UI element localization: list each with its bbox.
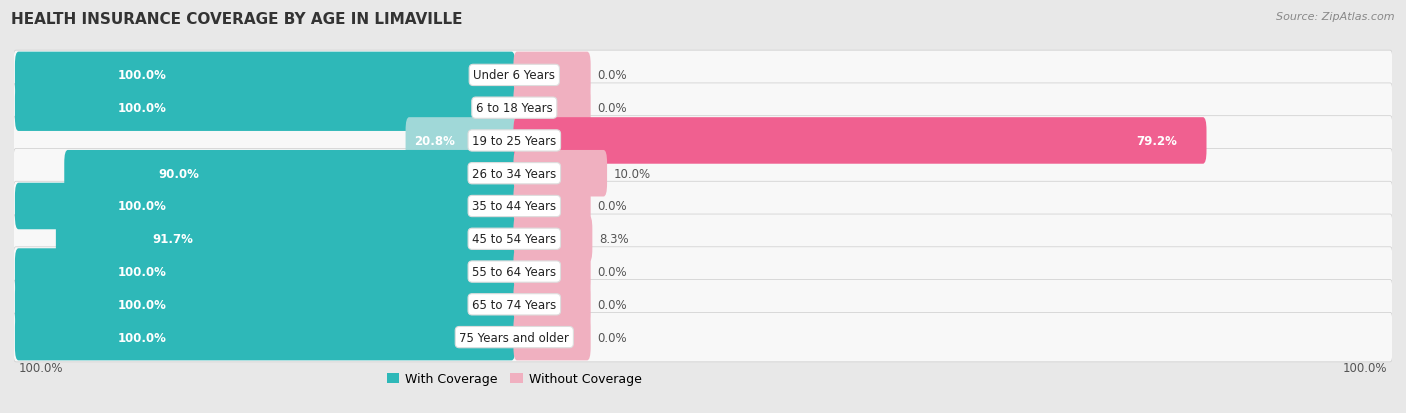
FancyBboxPatch shape — [513, 216, 592, 262]
Text: 19 to 25 Years: 19 to 25 Years — [472, 135, 557, 147]
FancyBboxPatch shape — [13, 214, 1393, 264]
FancyBboxPatch shape — [513, 52, 591, 99]
FancyBboxPatch shape — [513, 281, 591, 328]
Text: 0.0%: 0.0% — [598, 298, 627, 311]
FancyBboxPatch shape — [13, 182, 1393, 231]
Text: 26 to 34 Years: 26 to 34 Years — [472, 167, 557, 180]
Text: 65 to 74 Years: 65 to 74 Years — [472, 298, 557, 311]
Text: 91.7%: 91.7% — [152, 233, 193, 246]
Text: 90.0%: 90.0% — [159, 167, 200, 180]
Text: 100.0%: 100.0% — [117, 69, 166, 82]
Text: HEALTH INSURANCE COVERAGE BY AGE IN LIMAVILLE: HEALTH INSURANCE COVERAGE BY AGE IN LIMA… — [11, 12, 463, 27]
Text: 0.0%: 0.0% — [598, 102, 627, 115]
FancyBboxPatch shape — [56, 216, 515, 262]
FancyBboxPatch shape — [15, 281, 515, 328]
Text: 10.0%: 10.0% — [614, 167, 651, 180]
FancyBboxPatch shape — [65, 151, 515, 197]
Text: 100.0%: 100.0% — [117, 200, 166, 213]
Text: 55 to 64 Years: 55 to 64 Years — [472, 266, 557, 278]
Text: 20.8%: 20.8% — [415, 135, 456, 147]
FancyBboxPatch shape — [15, 52, 515, 99]
Legend: With Coverage, Without Coverage: With Coverage, Without Coverage — [387, 373, 643, 385]
Text: Source: ZipAtlas.com: Source: ZipAtlas.com — [1277, 12, 1395, 22]
FancyBboxPatch shape — [15, 249, 515, 295]
FancyBboxPatch shape — [513, 314, 591, 361]
Text: 0.0%: 0.0% — [598, 200, 627, 213]
Text: 79.2%: 79.2% — [1136, 135, 1177, 147]
Text: 100.0%: 100.0% — [117, 298, 166, 311]
FancyBboxPatch shape — [513, 85, 591, 132]
Text: 8.3%: 8.3% — [599, 233, 628, 246]
FancyBboxPatch shape — [15, 85, 515, 132]
Text: 0.0%: 0.0% — [598, 266, 627, 278]
FancyBboxPatch shape — [13, 280, 1393, 329]
Text: 75 Years and older: 75 Years and older — [460, 331, 569, 344]
FancyBboxPatch shape — [513, 249, 591, 295]
FancyBboxPatch shape — [13, 51, 1393, 100]
FancyBboxPatch shape — [15, 314, 515, 361]
FancyBboxPatch shape — [513, 118, 1206, 164]
Text: 35 to 44 Years: 35 to 44 Years — [472, 200, 557, 213]
Text: 0.0%: 0.0% — [598, 69, 627, 82]
FancyBboxPatch shape — [13, 313, 1393, 362]
Text: 100.0%: 100.0% — [117, 331, 166, 344]
Text: 6 to 18 Years: 6 to 18 Years — [477, 102, 553, 115]
FancyBboxPatch shape — [13, 149, 1393, 199]
Text: Under 6 Years: Under 6 Years — [474, 69, 555, 82]
Text: 45 to 54 Years: 45 to 54 Years — [472, 233, 557, 246]
FancyBboxPatch shape — [13, 116, 1393, 166]
FancyBboxPatch shape — [13, 84, 1393, 133]
Text: 100.0%: 100.0% — [1343, 361, 1388, 374]
FancyBboxPatch shape — [15, 183, 515, 230]
Text: 0.0%: 0.0% — [598, 331, 627, 344]
FancyBboxPatch shape — [405, 118, 515, 164]
FancyBboxPatch shape — [513, 151, 607, 197]
Text: 100.0%: 100.0% — [117, 266, 166, 278]
Text: 100.0%: 100.0% — [18, 361, 63, 374]
Text: 100.0%: 100.0% — [117, 102, 166, 115]
FancyBboxPatch shape — [513, 183, 591, 230]
FancyBboxPatch shape — [13, 247, 1393, 297]
